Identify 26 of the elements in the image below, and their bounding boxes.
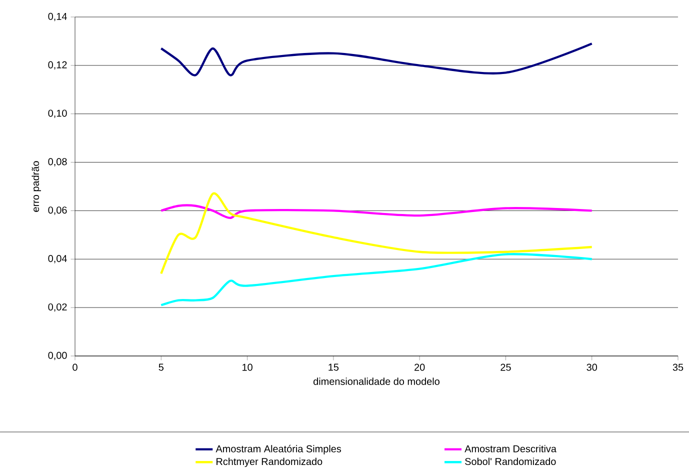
legend-label: Sobol' Randomizado xyxy=(465,458,556,466)
x-tick-label: 0 xyxy=(72,364,78,371)
line-series xyxy=(160,204,593,220)
y-axis-title: erro padrão xyxy=(32,161,41,212)
y-tick-label: 0,10 xyxy=(48,110,67,118)
line-series xyxy=(160,42,593,76)
x-tick-label: 20 xyxy=(414,364,425,371)
legend-label: Rchtmyer Randomizado xyxy=(216,458,322,468)
y-tick-label: 0,06 xyxy=(48,206,67,215)
x-axis-title: dimensionalidade do modelo xyxy=(314,378,440,385)
x-tick-label: 15 xyxy=(328,364,339,371)
y-tick-label: 0,14 xyxy=(48,12,67,22)
legend-label: Amostram Descritiva xyxy=(464,444,556,452)
line-series xyxy=(160,253,593,306)
x-tick-label: 35 xyxy=(672,364,684,371)
x-tick-label: 5 xyxy=(158,364,164,371)
x-tick-label: 30 xyxy=(586,364,598,371)
y-tick-label: 0,04 xyxy=(48,255,67,264)
line-series xyxy=(160,192,593,275)
y-tick-label: 0,08 xyxy=(48,158,67,166)
legend-label: Amostram Aleatória Simples xyxy=(216,444,342,454)
x-tick-label: 25 xyxy=(500,364,511,371)
y-tick-label: 0,12 xyxy=(48,61,67,70)
y-tick-label: 0,02 xyxy=(48,303,67,312)
x-tick-label: 10 xyxy=(242,364,252,371)
y-tick-label: 0,00 xyxy=(48,352,67,360)
